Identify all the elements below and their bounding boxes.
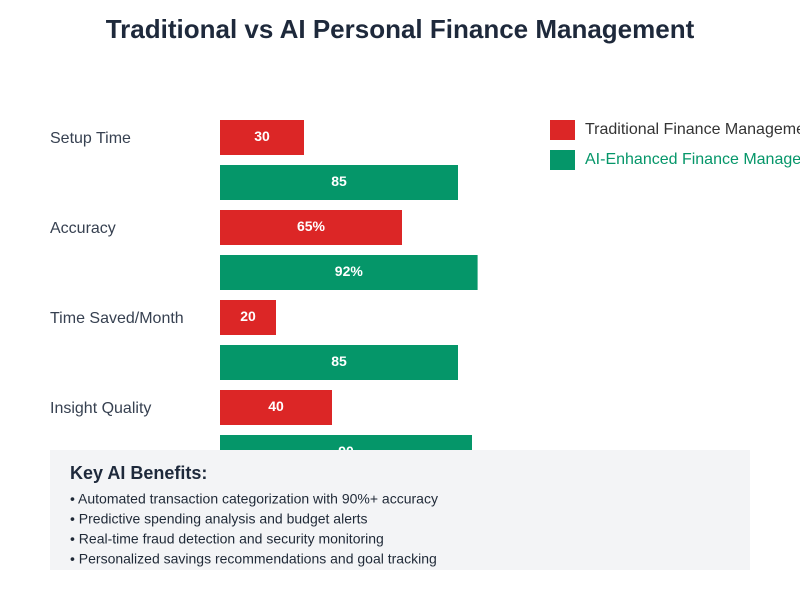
value-label: 20	[240, 308, 256, 324]
category-label: Time Saved/Month	[50, 310, 184, 327]
bar	[220, 210, 402, 245]
legend-label: Traditional Finance Management	[585, 121, 800, 138]
value-label: 65%	[297, 218, 326, 234]
legend-swatch	[550, 120, 575, 140]
plot: Setup Time 30 85 Accuracy 65% 92% Time Saved/M…	[50, 120, 478, 470]
benefits-list: • Automated transaction categorization w…	[70, 491, 438, 567]
legend: Traditional Finance Management AI-Enhance…	[550, 120, 800, 170]
value-label: 85	[331, 353, 347, 369]
value-label: 85	[331, 173, 347, 189]
benefits-box	[50, 450, 750, 570]
bar	[220, 345, 458, 380]
bar	[220, 390, 332, 425]
benefit-item: • Personalized savings recommendations a…	[70, 551, 437, 567]
benefit-item: • Predictive spending analysis and budge…	[70, 511, 368, 527]
value-label: 92%	[335, 263, 364, 279]
category-label: Insight Quality	[50, 400, 151, 417]
bar	[220, 120, 304, 155]
bar	[220, 300, 276, 335]
chart-title: Traditional vs AI Personal Finance Manag…	[106, 14, 695, 44]
benefits-title: Key AI Benefits:	[70, 463, 207, 483]
legend-swatch	[550, 150, 575, 170]
bar	[220, 255, 478, 290]
category-label: Setup Time	[50, 130, 131, 147]
legend-label: AI-Enhanced Finance Management	[585, 151, 800, 168]
value-label: 40	[268, 398, 284, 414]
benefit-item: • Real-time fraud detection and security…	[70, 531, 384, 547]
category-label: Accuracy	[50, 220, 116, 237]
value-label: 30	[254, 128, 270, 144]
bar	[220, 165, 458, 200]
benefit-item: • Automated transaction categorization w…	[70, 491, 438, 507]
